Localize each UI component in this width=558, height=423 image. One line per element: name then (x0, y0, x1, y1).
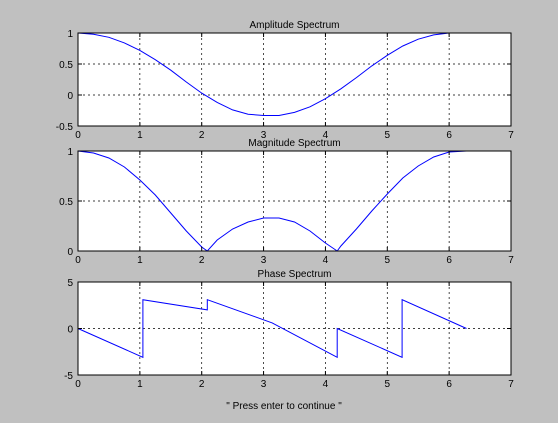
grid-lines (78, 282, 511, 375)
y-tick-label: 0 (67, 91, 73, 102)
x-tick-label: 1 (137, 255, 143, 266)
x-tick-label: 7 (508, 130, 514, 141)
x-tick-label: 6 (446, 379, 452, 390)
magnitude-spectrum-plot: Magnitude Spectrum 0 1 2 3 4 5 6 7 0 0.5 1 (59, 138, 514, 266)
tick-marks (77, 32, 512, 127)
y-tick-label: 1 (67, 147, 73, 158)
y-tick-label: 0.5 (59, 197, 73, 208)
plot-title: Amplitude Spectrum (249, 20, 339, 31)
x-axis-label: " Press enter to continue " (226, 401, 342, 412)
x-tick-label: 0 (75, 379, 81, 390)
x-tick-label: 3 (261, 379, 267, 390)
phase-spectrum-plot: Phase Spectrum 0 1 2 3 4 5 6 7-505 (64, 269, 514, 390)
grid-lines (78, 33, 511, 126)
x-tick-label: 5 (385, 130, 391, 141)
series-line (77, 298, 467, 359)
y-tick-label: 1 (67, 29, 73, 40)
y-tick-label: 0 (67, 325, 73, 336)
x-tick-label: 6 (446, 255, 452, 266)
x-tick-label: 3 (261, 255, 267, 266)
x-tick-label: 1 (137, 130, 143, 141)
amplitude-spectrum-plot: Amplitude Spectrum 0 1 2 3 4 5 6 7-0.500.51 (56, 20, 514, 141)
x-tick-label: 7 (508, 255, 514, 266)
x-tick-label: 2 (199, 130, 205, 141)
x-tick-label: 4 (323, 255, 329, 266)
y-tick-label: -0.5 (56, 122, 74, 133)
axes-background (78, 33, 511, 126)
x-tick-label: 5 (385, 255, 391, 266)
grid-lines (78, 151, 511, 251)
series-line (77, 32, 467, 116)
x-tick-label: 6 (446, 130, 452, 141)
tick-marks (77, 150, 512, 252)
x-tick-label: 5 (385, 379, 391, 390)
tick-marks (77, 281, 512, 376)
x-tick-label: 4 (323, 379, 329, 390)
y-tick-label: 5 (67, 278, 73, 289)
x-tick-label: 3 (261, 130, 267, 141)
y-tick-label: 0.5 (59, 60, 73, 71)
axes-frame (77, 32, 512, 127)
x-tick-label: 2 (199, 379, 205, 390)
x-tick-label: 7 (508, 379, 514, 390)
series-line (77, 150, 467, 252)
y-tick-label: 0 (67, 247, 73, 258)
x-tick-label: 1 (137, 379, 143, 390)
x-tick-label: 4 (323, 130, 329, 141)
x-tick-label: 0 (75, 255, 81, 266)
plot-title: Magnitude Spectrum (248, 138, 340, 149)
x-tick-label: 2 (199, 255, 205, 266)
x-tick-label: 0 (75, 130, 81, 141)
y-tick-label: -5 (64, 371, 73, 382)
plot-title: Phase Spectrum (258, 269, 332, 280)
